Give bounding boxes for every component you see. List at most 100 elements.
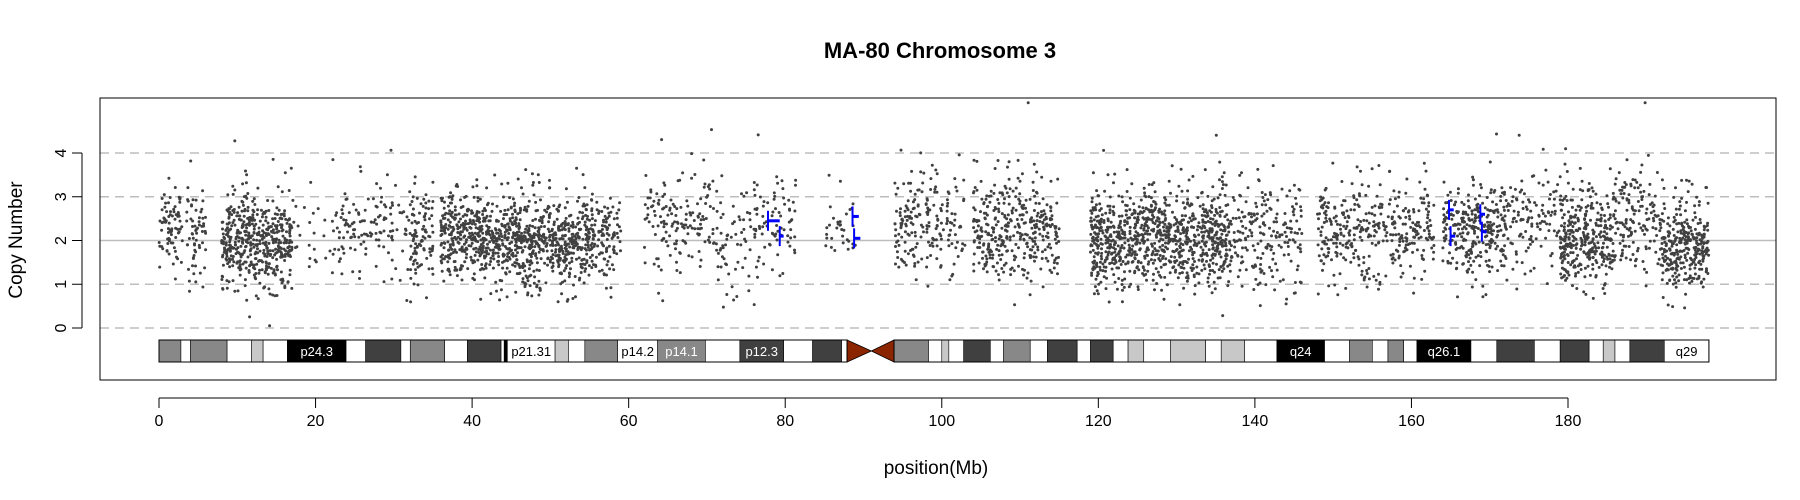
data-point (517, 223, 521, 227)
data-point (446, 204, 450, 208)
data-point (485, 230, 489, 234)
data-point (1206, 220, 1210, 223)
data-point (1105, 276, 1109, 280)
data-point (331, 158, 335, 162)
data-point (909, 189, 913, 193)
data-point (1394, 233, 1398, 237)
data-point (1470, 285, 1474, 289)
data-point (341, 247, 345, 251)
data-point (1131, 260, 1135, 263)
data-point (835, 226, 839, 230)
data-point (681, 171, 685, 175)
data-point (684, 218, 688, 222)
data-point (179, 260, 183, 264)
data-point (231, 184, 235, 188)
data-point (494, 280, 498, 284)
data-point (413, 249, 417, 253)
data-point (523, 269, 527, 273)
data-point (977, 261, 981, 265)
data-point (896, 186, 900, 190)
data-point (1465, 223, 1469, 227)
data-point (1275, 268, 1279, 272)
data-point (1000, 212, 1004, 216)
data-point (939, 209, 943, 213)
data-point (439, 243, 443, 247)
data-point (956, 255, 960, 258)
data-point (590, 217, 594, 221)
data-point (1153, 190, 1157, 194)
data-point (1184, 234, 1188, 238)
data-point (242, 214, 246, 218)
data-point (1499, 259, 1503, 263)
data-point (1156, 225, 1160, 229)
data-point (583, 269, 587, 273)
data-point (466, 267, 470, 271)
data-point (919, 170, 923, 174)
data-point (1451, 213, 1455, 217)
data-point (1227, 280, 1231, 284)
data-point (1129, 253, 1133, 257)
data-point (655, 192, 659, 196)
data-point (909, 221, 913, 225)
data-point (556, 300, 560, 304)
data-point (1536, 225, 1540, 229)
data-point (663, 183, 667, 187)
data-point (517, 227, 521, 231)
data-point (1125, 209, 1129, 213)
data-point (1410, 241, 1414, 245)
data-point (1041, 221, 1045, 225)
data-point (1153, 288, 1156, 292)
data-point (1228, 248, 1232, 252)
data-point (493, 227, 497, 231)
data-point (1250, 215, 1253, 219)
data-point (1134, 230, 1138, 234)
data-point (1177, 263, 1181, 267)
data-point (187, 267, 190, 271)
data-point (900, 221, 904, 225)
data-point (430, 249, 434, 253)
data-point (674, 229, 678, 233)
data-point (1559, 194, 1563, 198)
data-point (473, 231, 477, 235)
data-point (340, 272, 344, 276)
data-point (431, 230, 435, 234)
data-point (225, 279, 229, 283)
data-point (1257, 179, 1261, 183)
data-point (513, 264, 517, 268)
data-point (1119, 219, 1123, 223)
data-point (1286, 241, 1290, 245)
data-point (1561, 275, 1565, 279)
data-point (1443, 226, 1447, 230)
data-point (1163, 201, 1167, 205)
data-point (1145, 278, 1148, 282)
data-point (787, 198, 791, 202)
data-point (1397, 243, 1401, 247)
data-point (1128, 232, 1132, 236)
data-point (996, 220, 1000, 224)
data-point (1099, 242, 1103, 246)
data-point (663, 192, 667, 196)
data-point (1034, 242, 1037, 246)
data-point (1045, 203, 1049, 207)
data-point (450, 211, 454, 215)
data-point (514, 216, 518, 220)
data-point (275, 250, 279, 254)
data-point (1240, 284, 1244, 288)
data-point (1170, 164, 1174, 168)
data-point (1193, 284, 1197, 288)
data-point (1272, 220, 1276, 224)
data-point (1502, 219, 1506, 223)
data-point (1189, 266, 1193, 270)
data-point (601, 243, 605, 247)
data-point (1163, 233, 1167, 237)
data-point (1037, 227, 1041, 231)
data-point (1345, 224, 1349, 228)
data-point (563, 234, 567, 238)
data-point (1283, 212, 1287, 215)
data-point (1502, 264, 1506, 268)
data-point (531, 249, 535, 253)
data-point (939, 221, 943, 225)
data-point (1123, 230, 1126, 234)
data-point (1448, 190, 1452, 194)
data-point (341, 212, 345, 216)
